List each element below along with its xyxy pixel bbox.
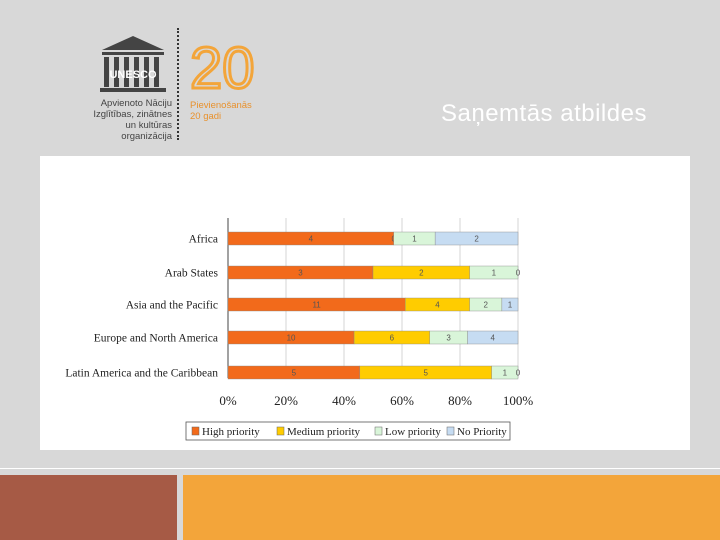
slide-header: UNESCO Apvienoto Nāciju Izglītības, zinā… [0,0,720,150]
anniversary-text: Pievienošanās 20 gadi [190,100,252,122]
logo-divider [177,28,183,140]
legend-label: High priority [202,426,260,438]
legend-swatch [191,426,200,436]
data-label: 10 [287,334,296,343]
data-label: 6 [390,334,395,343]
footer-block-orange [183,475,720,540]
x-tick-label: 80% [448,393,472,408]
data-label: 4 [491,334,496,343]
legend-swatch [374,426,383,436]
data-label: 2 [474,235,479,244]
unesco-org-name: Apvienoto Nāciju Izglītības, zinātnes un… [93,98,172,142]
bar-segment [501,297,519,312]
unesco-logo: UNESCO Apvienoto Nāciju Izglītības, zinā… [80,28,300,143]
legend-swatch [276,426,285,436]
x-tick-label: 0% [219,393,237,408]
category-label: Latin America and the Caribbean [65,368,218,380]
unesco-temple-icon: UNESCO [100,36,166,92]
svg-text:UNESCO: UNESCO [109,69,157,81]
chart-panel: 0%20%40%60%80%100%Africa4012Arab States3… [40,156,690,450]
data-label: 1 [503,369,508,378]
data-label: 5 [292,369,297,378]
x-tick-label: 20% [274,393,298,408]
bar-segment [434,231,519,246]
bar-segment [467,330,519,345]
legend-label: Low priority [385,426,441,438]
x-tick-label: 60% [390,393,414,408]
category-label: Asia and the Pacific [126,300,218,312]
data-label: 11 [312,301,321,310]
category-label: Africa [189,234,218,246]
bar-segment [491,365,519,380]
bar-segment [469,265,519,280]
data-label: 1 [412,235,417,244]
data-label: 2 [484,301,489,310]
anniversary-20-logo: 20 [190,36,256,98]
x-tick-label: 100% [503,393,534,408]
footer-divider [0,468,720,469]
data-label: 4 [435,301,440,310]
data-label: 1 [508,301,513,310]
data-label: 0 [516,269,521,278]
data-label: 3 [298,269,303,278]
legend-swatch [446,426,455,436]
legend-label: No Priority [457,426,507,438]
category-label: Arab States [165,268,219,280]
data-label: 3 [446,334,451,343]
footer-block-brown [0,475,177,540]
category-label: Europe and North America [94,333,218,345]
data-label: 5 [424,369,429,378]
legend-label: Medium priority [287,426,361,438]
svg-text:20: 20 [190,36,255,98]
data-label: 0 [516,369,521,378]
slide-title: Saņemtās atbildes [441,100,647,127]
data-label: 4 [309,235,314,244]
data-label: 2 [419,269,424,278]
x-tick-label: 40% [332,393,356,408]
data-label: 1 [492,269,497,278]
legend-box [185,421,511,441]
priority-chart: 0%20%40%60%80%100%Africa4012Arab States3… [65,218,534,441]
